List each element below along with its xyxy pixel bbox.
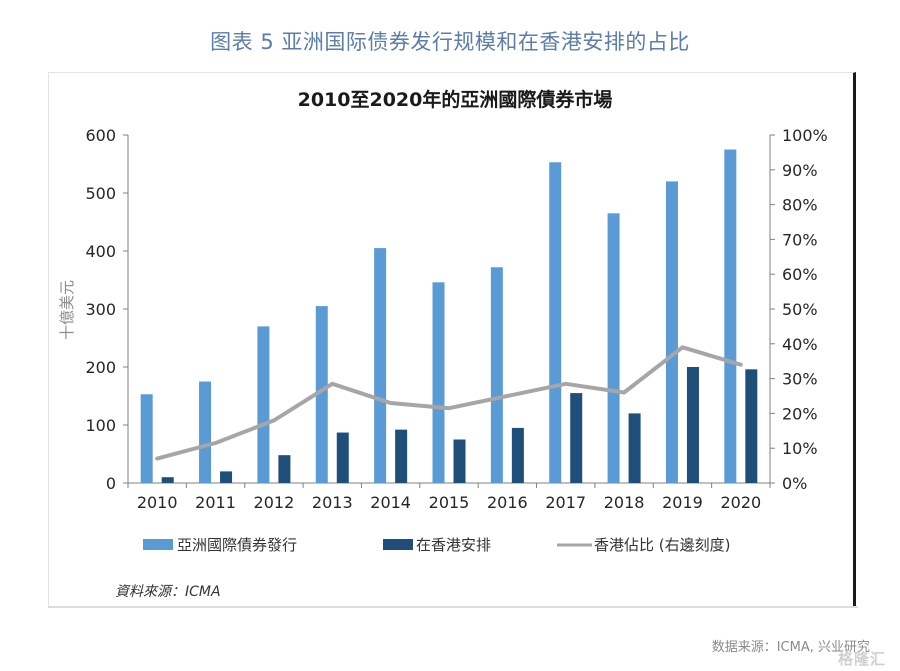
watermark-logo: 格隆汇 xyxy=(837,650,886,668)
bar-hk-arranged xyxy=(745,369,758,483)
bar-hk-arranged xyxy=(395,429,408,483)
bar-asia-issuance xyxy=(607,213,620,484)
bar-asia-issuance xyxy=(257,326,270,483)
x-tick-label: 2015 xyxy=(429,493,470,512)
bar-asia-issuance xyxy=(140,394,153,483)
bar-hk-arranged xyxy=(453,439,466,483)
share-line xyxy=(155,345,743,461)
right-tick-label: 90% xyxy=(782,161,818,180)
right-tick-label: 0% xyxy=(782,474,807,493)
x-tick-label: 2020 xyxy=(720,493,761,512)
x-tick-label: 2011 xyxy=(195,493,236,512)
x-tick-label: 2014 xyxy=(370,493,411,512)
left-tick-label: 300 xyxy=(85,300,116,319)
bar-asia-issuance xyxy=(374,248,387,483)
right-tick-label: 20% xyxy=(782,404,818,423)
left-tick-label: 100 xyxy=(85,416,116,435)
right-tick-label: 60% xyxy=(782,265,818,284)
left-tick-label: 0 xyxy=(106,474,116,493)
bar-hk-arranged xyxy=(220,471,233,483)
x-tick-label: 2019 xyxy=(662,493,703,512)
right-tick-label: 70% xyxy=(782,230,818,249)
bar-hk-arranged xyxy=(278,455,291,483)
x-tick-labels: 2010 2011 2012 2013 2014 2015 2016 2017 2018 2019… xyxy=(137,493,761,512)
left-tick-label: 200 xyxy=(85,358,116,377)
bar-asia-issuance xyxy=(315,306,328,483)
figure-title: 图表 5 亚洲国际债券发行规模和在香港安排的占比 xyxy=(210,30,690,54)
left-tick-label: 500 xyxy=(85,184,116,203)
bar-asia-issuance xyxy=(432,282,445,483)
bar-hk-arranged xyxy=(336,432,349,483)
legend-label-asia: 亞洲國際債券發行 xyxy=(177,536,297,554)
x-tick-label: 2017 xyxy=(545,493,586,512)
right-tick-label: 50% xyxy=(782,300,818,319)
share-line-path xyxy=(155,345,743,461)
right-tick-label: 30% xyxy=(782,370,818,389)
bar-hk-arranged xyxy=(161,477,174,483)
panel-divider xyxy=(48,606,858,608)
chart-panel xyxy=(48,72,856,608)
bar-hk-arranged xyxy=(686,367,699,483)
bar-hk-arranged xyxy=(628,413,641,483)
x-tick-label: 2012 xyxy=(254,493,295,512)
right-tick-label: 100% xyxy=(782,126,828,145)
legend-label-share: 香港佔比 (右邊刻度) xyxy=(594,536,730,554)
bar-asia-issuance xyxy=(549,162,562,483)
legend: 亞洲國際債券發行 在香港安排 香港佔比 (右邊刻度) xyxy=(143,536,730,554)
right-tick-label: 10% xyxy=(782,439,818,458)
chart-title: 2010至2020年的亞洲國際債券市場 xyxy=(298,88,613,111)
bars xyxy=(140,149,758,484)
x-tick-label: 2013 xyxy=(312,493,353,512)
axes: 0 100 200 300 400 500 600 0% 10% 20% 30% 40% 50% 60% 7… xyxy=(85,126,827,493)
bar-asia-issuance xyxy=(199,381,212,483)
x-tick-label: 2016 xyxy=(487,493,528,512)
bar-hk-arranged xyxy=(570,393,583,483)
bar-asia-issuance xyxy=(724,149,737,483)
x-tick-label: 2018 xyxy=(604,493,645,512)
footer-source: 数据来源：ICMA, 兴业研究 xyxy=(711,640,870,655)
bar-hk-arranged xyxy=(511,427,524,483)
chart-source-note: 資料來源：ICMA xyxy=(115,584,221,600)
right-tick-label: 40% xyxy=(782,335,818,354)
legend-label-hk: 在香港安排 xyxy=(416,536,491,554)
right-tick-label: 80% xyxy=(782,196,818,215)
legend-swatch-asia xyxy=(143,539,173,550)
legend-swatch-hk xyxy=(383,539,413,550)
bar-asia-issuance xyxy=(490,267,503,483)
left-tick-label: 600 xyxy=(85,126,116,145)
y-axis-label: 十億美元 xyxy=(58,280,76,340)
left-tick-label: 400 xyxy=(85,242,116,261)
x-tick-label: 2010 xyxy=(137,493,178,512)
bar-asia-issuance xyxy=(665,181,678,483)
